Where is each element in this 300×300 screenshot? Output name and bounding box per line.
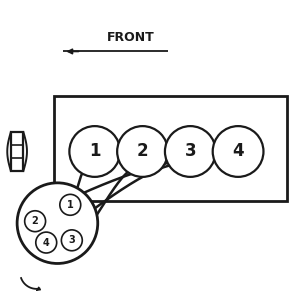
Circle shape xyxy=(61,230,82,251)
Text: 3: 3 xyxy=(184,142,196,160)
Text: 1: 1 xyxy=(89,142,100,160)
Bar xyxy=(11,132,23,171)
Circle shape xyxy=(69,126,120,177)
Text: 1: 1 xyxy=(67,200,74,210)
Circle shape xyxy=(213,126,263,177)
Text: 3: 3 xyxy=(68,235,75,245)
Circle shape xyxy=(117,126,168,177)
Text: FRONT: FRONT xyxy=(107,31,154,44)
Circle shape xyxy=(25,211,46,232)
Text: 4: 4 xyxy=(43,238,50,248)
Circle shape xyxy=(60,194,81,215)
Circle shape xyxy=(165,126,216,177)
Bar xyxy=(54,96,287,201)
Circle shape xyxy=(36,232,57,253)
Text: 2: 2 xyxy=(137,142,148,160)
Circle shape xyxy=(17,183,98,263)
Text: 4: 4 xyxy=(232,142,244,160)
Text: 2: 2 xyxy=(32,216,38,226)
